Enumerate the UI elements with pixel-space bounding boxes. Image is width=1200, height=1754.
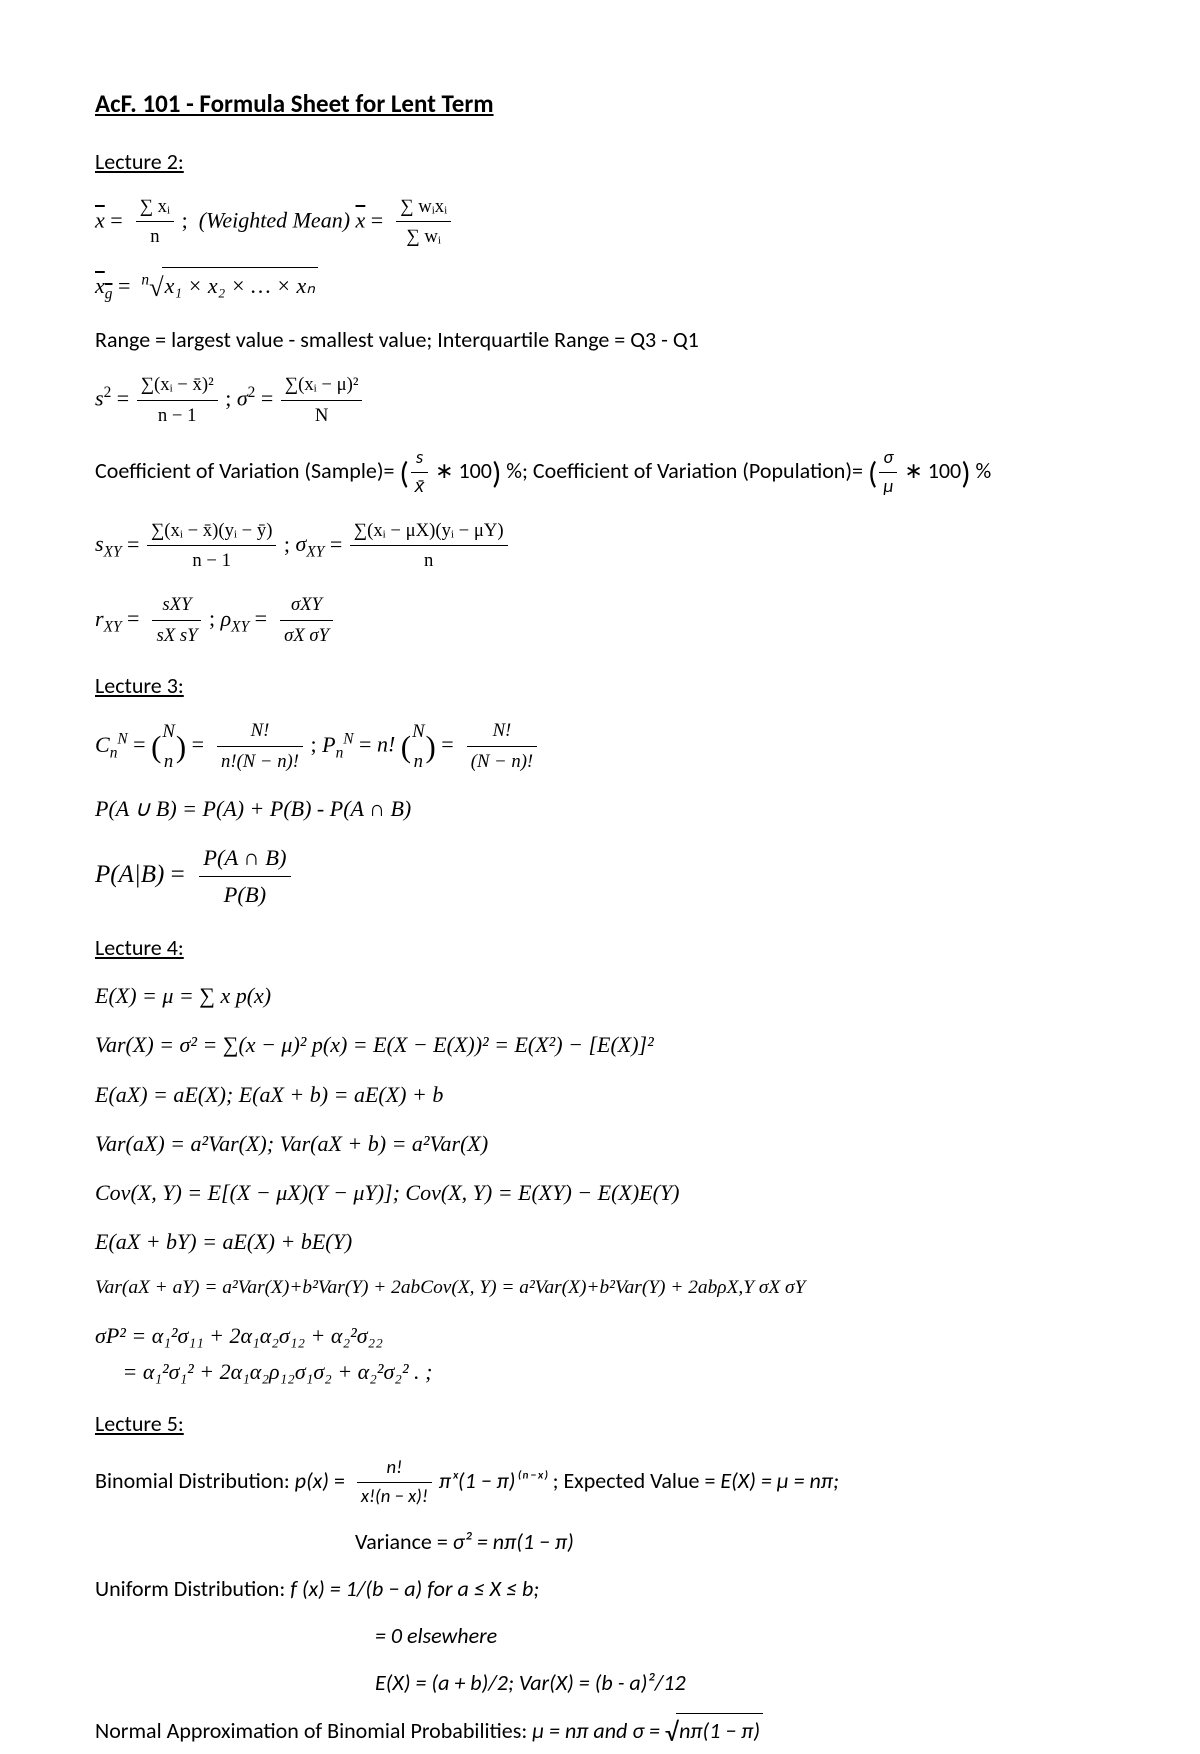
formula-coef-variation: Coefficient of Variation (Sample)= (sx̄ … — [95, 444, 1105, 501]
lecture3-heading: Lecture 3: — [95, 669, 1105, 702]
formula-variance-x: Var(X) = σ² = ∑(x − μ)² p(x) = E(X − E(X… — [95, 1027, 1105, 1062]
formula-expectation: E(X) = μ = ∑ x p(x) — [95, 978, 1105, 1013]
formula-binomial-var: Variance = σ² = nπ(1 − π) — [355, 1525, 1105, 1558]
formula-uniform-ev: E(X) = (a + b)/2; Var(X) = (b - a)²/12 — [375, 1666, 1105, 1699]
formula-union: P(A ∪ B) = P(A) + P(B) - P(A ∩ B) — [95, 791, 1105, 826]
formula-eaXbY: E(aX + bY) = aE(X) + bE(Y) — [95, 1224, 1105, 1259]
formula-covariance: sXY = ∑(xᵢ − x̄)(yᵢ − ȳ)n − 1 ; σXY = ∑(… — [95, 516, 1105, 577]
lecture4-heading: Lecture 4: — [95, 931, 1105, 964]
lecture2-heading: Lecture 2: — [95, 145, 1105, 178]
formula-combinations-permutations: CnN = (Nn) = N!n!(N − n)! ; PnN = n! (Nn… — [95, 716, 1105, 777]
formula-variance: s2 = ∑(xᵢ − x̄)²n − 1 ; σ2 = ∑(xᵢ − μ)²N — [95, 370, 1105, 431]
formula-correlation: rXY = sXYsX sY ; ρXY = σXYσX σY — [95, 590, 1105, 651]
range-text: Range = largest value - smallest value; … — [95, 323, 1105, 356]
formula-varsum: Var(aX + aY) = a²Var(X)+b²Var(Y) + 2abCo… — [95, 1273, 1105, 1304]
formula-sample-mean: x = ∑ xᵢn ; (Weighted Mean) x = ∑ wᵢxᵢ∑ … — [95, 192, 1105, 253]
page-title: AcF. 101 - Formula Sheet for Lent Term — [95, 85, 1105, 123]
formula-conditional: P(A|B) = P(A ∩ B)P(B) — [95, 840, 1105, 913]
formula-binomial-pmf: Binomial Distribution: p(x) = n!x!(n − x… — [95, 1454, 1105, 1511]
formula-uniform: Uniform Distribution: f (x) = 1/(b − a) … — [95, 1572, 1105, 1605]
formula-geometric-mean: xg = n√x₁ × x₂ × … × xₙ — [95, 266, 1105, 308]
formula-sigmaP: σP² = α₁²σ₁₁ + 2α₁α₂σ₁₂ + α₂²σ₂₂ = α₁²σ₁… — [95, 1318, 1105, 1388]
lecture5-heading: Lecture 5: — [95, 1407, 1105, 1440]
formula-normal-approx: Normal Approximation of Binomial Probabi… — [95, 1713, 1105, 1754]
formula-cov: Cov(X, Y) = E[(X − μX)(Y − μY)]; Cov(X, … — [95, 1175, 1105, 1210]
formula-uniform-else: = 0 elsewhere — [375, 1619, 1105, 1652]
formula-eax: E(aX) = aE(X); E(aX + b) = aE(X) + b — [95, 1077, 1105, 1112]
formula-varax: Var(aX) = a²Var(X); Var(aX + b) = a²Var(… — [95, 1126, 1105, 1161]
